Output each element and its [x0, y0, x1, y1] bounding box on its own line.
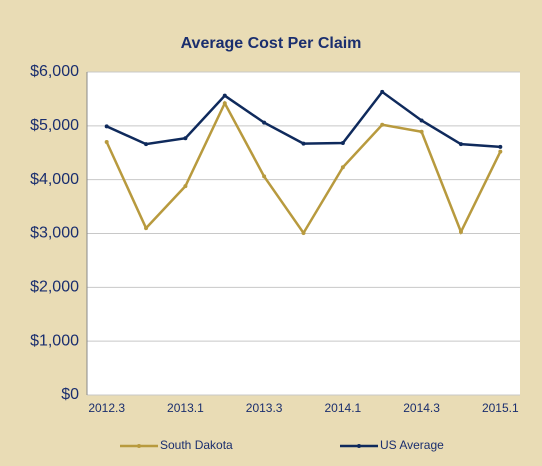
y-tick-label: $0 — [61, 386, 79, 403]
x-tick-label: 2014.3 — [403, 401, 440, 415]
point — [301, 141, 306, 146]
point — [144, 226, 149, 231]
point — [380, 89, 385, 94]
point — [104, 139, 109, 144]
point — [458, 229, 463, 234]
point — [183, 184, 188, 189]
point — [104, 124, 109, 129]
point — [262, 174, 267, 179]
legend-marker — [137, 444, 141, 448]
point — [222, 93, 227, 98]
point — [301, 230, 306, 235]
y-tick-label: $4,000 — [30, 171, 79, 188]
point — [183, 136, 188, 141]
y-tick-label: $2,000 — [30, 279, 79, 296]
x-tick-label: 2014.1 — [325, 401, 362, 415]
x-tick-label: 2015.1 — [482, 401, 519, 415]
point — [144, 142, 149, 147]
y-tick-label: $3,000 — [30, 225, 79, 242]
y-tick-label: $6,000 — [30, 63, 79, 80]
point — [419, 118, 424, 123]
x-tick-label: 2012.3 — [88, 401, 125, 415]
chart-title: Average Cost Per Claim — [181, 35, 362, 52]
point — [498, 149, 503, 154]
x-tick-label: 2013.3 — [246, 401, 283, 415]
point — [380, 122, 385, 127]
legend-label: South Dakota — [160, 438, 233, 452]
point — [458, 142, 463, 147]
point — [419, 129, 424, 134]
point — [262, 120, 267, 125]
legend-marker — [357, 444, 361, 448]
x-tick-label: 2013.1 — [167, 401, 204, 415]
legend-label: US Average — [380, 438, 444, 452]
point — [498, 144, 503, 149]
point — [340, 165, 345, 170]
point — [222, 101, 227, 106]
point — [340, 141, 345, 146]
y-tick-label: $5,000 — [30, 117, 79, 134]
y-tick-label: $1,000 — [30, 332, 79, 349]
